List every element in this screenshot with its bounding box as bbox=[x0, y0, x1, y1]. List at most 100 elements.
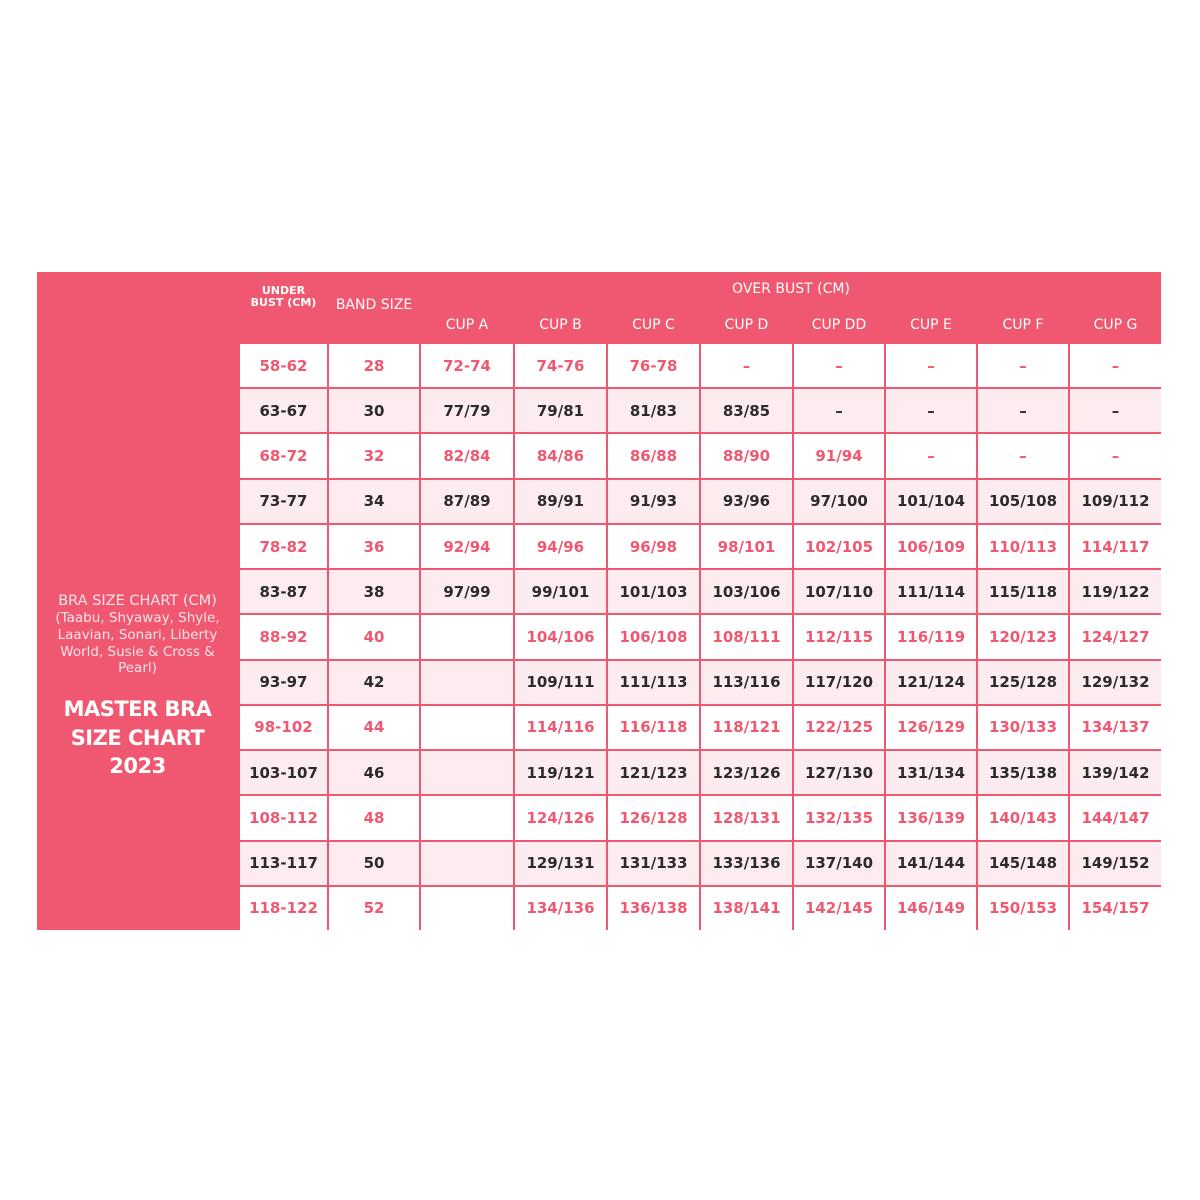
under-bust-cell: 88-92 bbox=[240, 615, 327, 659]
over-bust-cell: 81/83 bbox=[608, 389, 699, 433]
under-bust-cell: 108-112 bbox=[240, 796, 327, 840]
over-bust-cell: 72-74 bbox=[421, 344, 513, 388]
over-bust-cell: 128/131 bbox=[701, 796, 792, 840]
under-bust-cell: 58-62 bbox=[240, 344, 327, 388]
under-bust-cell: 73-77 bbox=[240, 479, 327, 523]
over-bust-cell: 106/109 bbox=[886, 524, 976, 569]
over-bust-cell: 101/104 bbox=[886, 479, 976, 523]
chart-subtitle: BRA SIZE CHART (CM) (Taabu, Shyaway, Shy… bbox=[48, 592, 228, 678]
over-bust-cell: 149/152 bbox=[1070, 841, 1161, 885]
over-bust-cell: 146/149 bbox=[886, 886, 976, 930]
under-bust-cell: 83-87 bbox=[240, 570, 327, 614]
over-bust-cell bbox=[421, 751, 513, 795]
subtitle-line-1: BRA SIZE CHART (CM) bbox=[58, 592, 217, 609]
over-bust-cell: 91/93 bbox=[608, 479, 699, 523]
over-bust-cell: 145/148 bbox=[978, 841, 1068, 885]
over-bust-cell: 122/125 bbox=[794, 705, 884, 750]
under-bust-cell: 78-82 bbox=[240, 524, 327, 569]
header-cup-g: CUP G bbox=[1070, 308, 1161, 342]
over-bust-cell: 98/101 bbox=[701, 524, 792, 569]
band-size-cell: 50 bbox=[329, 841, 419, 885]
over-bust-cell: 137/140 bbox=[794, 841, 884, 885]
band-size-cell: 34 bbox=[329, 479, 419, 523]
over-bust-cell: 114/116 bbox=[515, 705, 606, 750]
under-bust-cell: 63-67 bbox=[240, 389, 327, 433]
header-band-size: BAND SIZE bbox=[329, 272, 419, 342]
over-bust-cell bbox=[421, 886, 513, 930]
over-bust-cell: 130/133 bbox=[978, 705, 1068, 750]
over-bust-cell: 136/138 bbox=[608, 886, 699, 930]
header-cup-d: CUP D bbox=[701, 308, 792, 342]
under-bust-cell: 113-117 bbox=[240, 841, 327, 885]
over-bust-cell: 106/108 bbox=[608, 615, 699, 659]
over-bust-cell: 118/121 bbox=[701, 705, 792, 750]
over-bust-cell: 83/85 bbox=[701, 389, 792, 433]
over-bust-cell: 144/147 bbox=[1070, 796, 1161, 840]
brand-list: (Taabu, Shyaway, Shyle, Laavian, Sonari,… bbox=[55, 609, 220, 677]
under-bust-cell: 103-107 bbox=[240, 751, 327, 795]
over-bust-cell: 124/127 bbox=[1070, 615, 1161, 659]
over-bust-cell: 115/118 bbox=[978, 570, 1068, 614]
over-bust-cell: 104/106 bbox=[515, 615, 606, 659]
header-cup-c: CUP C bbox=[608, 308, 699, 342]
header-over-bust: OVER BUST (CM) bbox=[421, 272, 1161, 306]
over-bust-cell: 110/113 bbox=[978, 524, 1068, 569]
over-bust-cell bbox=[421, 841, 513, 885]
over-bust-cell: 133/136 bbox=[701, 841, 792, 885]
over-bust-cell: 113/116 bbox=[701, 660, 792, 704]
band-size-cell: 48 bbox=[329, 796, 419, 840]
band-size-cell: 46 bbox=[329, 751, 419, 795]
over-bust-cell: 109/112 bbox=[1070, 479, 1161, 523]
over-bust-cell: 120/123 bbox=[978, 615, 1068, 659]
band-size-cell: 40 bbox=[329, 615, 419, 659]
over-bust-cell: 105/108 bbox=[978, 479, 1068, 523]
over-bust-cell: 86/88 bbox=[608, 434, 699, 478]
band-size-cell: 42 bbox=[329, 660, 419, 704]
over-bust-cell bbox=[421, 660, 513, 704]
over-bust-cell: 139/142 bbox=[1070, 751, 1161, 795]
over-bust-cell: 82/84 bbox=[421, 434, 513, 478]
over-bust-cell: 87/89 bbox=[421, 479, 513, 523]
over-bust-cell: 125/128 bbox=[978, 660, 1068, 704]
over-bust-cell: – bbox=[978, 344, 1068, 388]
over-bust-cell: 129/132 bbox=[1070, 660, 1161, 704]
under-bust-cell: 68-72 bbox=[240, 434, 327, 478]
over-bust-cell: – bbox=[978, 434, 1068, 478]
band-size-cell: 52 bbox=[329, 886, 419, 930]
band-size-cell: 32 bbox=[329, 434, 419, 478]
over-bust-cell: 84/86 bbox=[515, 434, 606, 478]
over-bust-cell: 150/153 bbox=[978, 886, 1068, 930]
over-bust-cell: 97/99 bbox=[421, 570, 513, 614]
over-bust-cell: 103/106 bbox=[701, 570, 792, 614]
over-bust-cell: 117/120 bbox=[794, 660, 884, 704]
bra-size-chart-table: BRA SIZE CHART (CM) (Taabu, Shyaway, Shy… bbox=[37, 272, 1161, 930]
over-bust-cell: 76-78 bbox=[608, 344, 699, 388]
header-cup-b: CUP B bbox=[515, 308, 606, 342]
over-bust-cell: 91/94 bbox=[794, 434, 884, 478]
over-bust-cell: – bbox=[978, 389, 1068, 433]
over-bust-cell: 131/133 bbox=[608, 841, 699, 885]
over-bust-cell: 112/115 bbox=[794, 615, 884, 659]
side-panel: BRA SIZE CHART (CM) (Taabu, Shyaway, Shy… bbox=[37, 272, 238, 930]
over-bust-cell: 126/129 bbox=[886, 705, 976, 750]
header-cup-e: CUP E bbox=[886, 308, 976, 342]
over-bust-cell: 79/81 bbox=[515, 389, 606, 433]
band-size-cell: 36 bbox=[329, 524, 419, 569]
over-bust-cell: 119/121 bbox=[515, 751, 606, 795]
over-bust-cell: 140/143 bbox=[978, 796, 1068, 840]
over-bust-cell: 101/103 bbox=[608, 570, 699, 614]
over-bust-cell: 129/131 bbox=[515, 841, 606, 885]
over-bust-cell: – bbox=[1070, 389, 1161, 433]
over-bust-cell: 94/96 bbox=[515, 524, 606, 569]
over-bust-cell bbox=[421, 615, 513, 659]
over-bust-cell: 93/96 bbox=[701, 479, 792, 523]
over-bust-cell: 119/122 bbox=[1070, 570, 1161, 614]
over-bust-cell: 116/118 bbox=[608, 705, 699, 750]
over-bust-cell: 99/101 bbox=[515, 570, 606, 614]
over-bust-cell: 142/145 bbox=[794, 886, 884, 930]
over-bust-cell: 134/136 bbox=[515, 886, 606, 930]
band-size-cell: 30 bbox=[329, 389, 419, 433]
over-bust-cell: 96/98 bbox=[608, 524, 699, 569]
over-bust-cell: 92/94 bbox=[421, 524, 513, 569]
over-bust-cell: 134/137 bbox=[1070, 705, 1161, 750]
